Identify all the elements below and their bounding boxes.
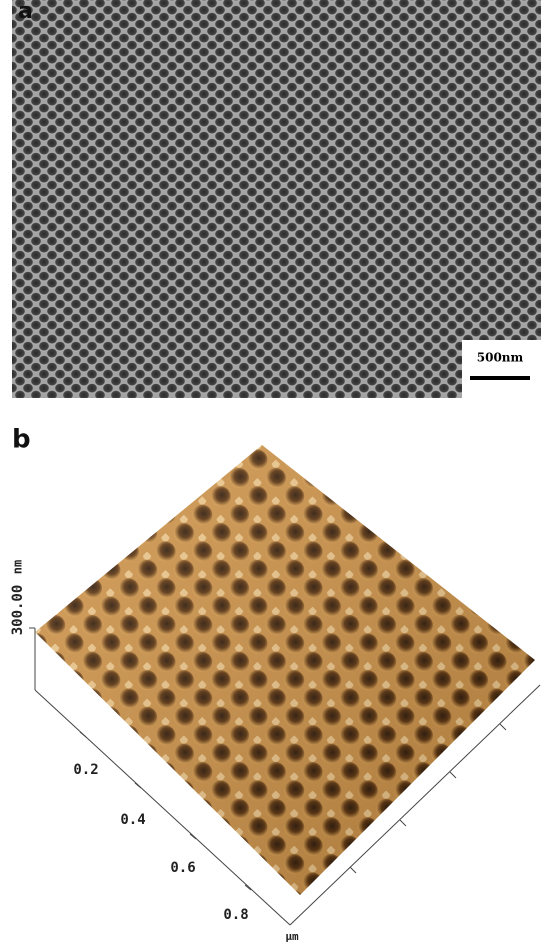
- z-unit-label: nm: [11, 560, 25, 574]
- scale-box: [462, 340, 541, 398]
- figure: a 500nm b 300.00 nm 0.2 0.4 0.6 0.8 µm: [0, 0, 541, 944]
- axis-label: 0.4: [120, 812, 145, 828]
- axis-unit: µm: [285, 930, 299, 943]
- axis-label: 0.2: [73, 762, 98, 778]
- panel-label: a: [18, 0, 33, 24]
- axis-label: 0.8: [223, 907, 248, 923]
- z-scale-label: 300.00: [10, 585, 26, 636]
- axis-label: 0.6: [170, 860, 195, 876]
- sem-image: [12, 0, 541, 398]
- scale-bar-label: 500nm: [477, 351, 524, 365]
- scale-bar: [470, 376, 530, 380]
- afm-shading: [35, 445, 535, 895]
- panel-label: b: [12, 425, 31, 455]
